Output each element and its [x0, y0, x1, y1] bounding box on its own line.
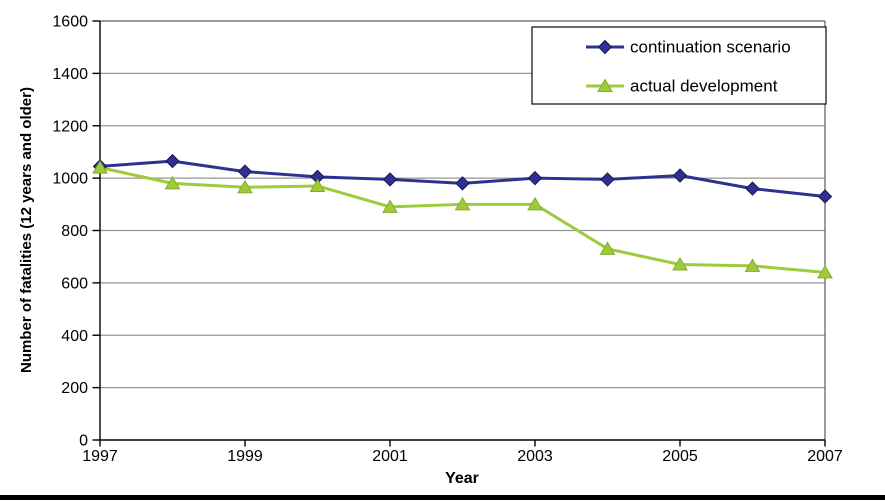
- marker-triangle-2006: [744, 258, 761, 272]
- x-tick-label-2007: 2007: [807, 448, 843, 465]
- y-tick-label-0: 0: [79, 433, 88, 450]
- y-tick-label-1400: 1400: [52, 66, 88, 83]
- marker-triangle-1999: [237, 179, 253, 194]
- marker-triangle-2003: [527, 196, 543, 211]
- marker-diamond-2003: [527, 170, 543, 186]
- x-tick-label-2001: 2001: [372, 448, 408, 465]
- x-tick-label-2003: 2003: [517, 448, 553, 465]
- marker-diamond-2005: [672, 168, 688, 183]
- marker-diamond-2006: [745, 181, 760, 196]
- marker-diamond-1999: [237, 164, 253, 179]
- marker-diamond-2004: [600, 172, 615, 187]
- y-tick-label-200: 200: [61, 380, 88, 397]
- y-tick-label-800: 800: [61, 223, 88, 240]
- y-tick-label-600: 600: [61, 275, 88, 292]
- marker-diamond-2001: [382, 172, 398, 187]
- marker-diamond-2007: [817, 189, 833, 204]
- x-tick-label-1999: 1999: [227, 448, 263, 465]
- y-axis-title: Number of fatalities (12 years and older…: [18, 87, 35, 373]
- axes: [92, 20, 826, 447]
- marker-triangle-1997: [92, 160, 108, 174]
- y-tick-label-400: 400: [61, 328, 88, 345]
- marker-triangle-2000: [309, 178, 326, 192]
- data-series: [92, 153, 833, 279]
- marker-triangle-2005: [672, 257, 688, 271]
- bottom-rule: [0, 495, 885, 500]
- marker-diamond-2002: [455, 176, 470, 191]
- marker-triangle-2002: [454, 196, 471, 211]
- legend-box: [531, 26, 827, 105]
- legend-triangle-icon: [597, 78, 613, 92]
- marker-triangle-2007: [817, 264, 833, 279]
- legend-label-actual-development: actual development: [630, 77, 778, 96]
- marker-triangle-1998: [164, 175, 181, 190]
- marker-triangle-2001: [382, 199, 398, 213]
- marker-triangle-2004: [599, 241, 616, 255]
- legend-diamond-icon: [597, 39, 613, 55]
- x-tick-label-1997: 1997: [82, 448, 118, 465]
- y-tick-label-1600: 1600: [52, 14, 88, 31]
- y-tick-label-1000: 1000: [52, 171, 88, 188]
- x-tick-label-2005: 2005: [662, 448, 698, 465]
- marker-diamond-1998: [165, 153, 180, 169]
- y-tick-label-1200: 1200: [52, 118, 88, 135]
- x-axis-title: Year: [445, 470, 479, 487]
- legend: continuation scenario actual development: [531, 26, 827, 105]
- legend-label-continuation-scenario: continuation scenario: [630, 38, 791, 57]
- tick-labels: 0 200 400 600 800 1000 1200 1400 1600 1997 1999 200…: [52, 14, 842, 466]
